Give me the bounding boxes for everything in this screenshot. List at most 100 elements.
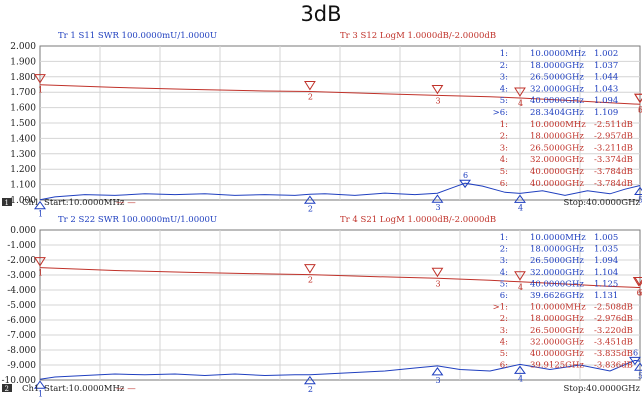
marker-readout-value: -3.836dB [594, 361, 633, 371]
marker-readout-label: 3: [500, 143, 508, 153]
y-tick-label: 1.100 [10, 181, 36, 191]
y-tick-label: 1.900 [10, 57, 36, 67]
marker-readout-value: 1.035 [594, 245, 618, 255]
marker-red [304, 81, 316, 91]
marker-readout-label: 4: [500, 84, 508, 94]
marker-blue [513, 365, 526, 374]
marker-readout-freq: 26.5000GHz [530, 326, 584, 336]
marker-readout-freq: 40.0000GHz [530, 349, 584, 359]
marker-blue [431, 367, 444, 376]
marker-red [514, 271, 526, 281]
marker-number: 6 [637, 289, 642, 298]
y-tick-label: -10.000 [1, 376, 36, 386]
marker-number: 2 [308, 276, 313, 285]
marker-readout-label: 1: [500, 233, 508, 243]
marker-blue [634, 186, 642, 196]
marker-blue [513, 194, 526, 203]
marker-blue [459, 179, 472, 189]
marker-readout-label: 2: [500, 245, 508, 255]
marker-readout-freq: 39.9125GHz [530, 361, 584, 371]
marker-number: 2 [308, 93, 313, 102]
marker-number: 3 [435, 376, 440, 385]
marker-readout-value: 1.094 [594, 96, 618, 106]
marker-readout-value: 1.005 [594, 233, 618, 243]
marker-readout-freq: 10.0000MHz [530, 303, 586, 313]
marker-number: 3 [435, 279, 440, 288]
marker-red [632, 277, 642, 287]
marker-number: 3 [435, 96, 440, 105]
marker-readout-value: -3.784dB [594, 167, 633, 177]
y-tick-label: 1.300 [10, 150, 36, 160]
y-tick-label: 1.500 [10, 119, 36, 129]
marker-number: 4 [518, 203, 523, 212]
marker-blue [634, 362, 642, 371]
marker-red [634, 93, 642, 104]
trace-header-left: Tr 2 S22 SWR 100.0000mU/1.0000U [58, 215, 217, 225]
y-tick-label: 1.400 [10, 134, 36, 144]
marker-readout-label: 4: [500, 337, 508, 347]
marker-number: 5 [638, 196, 642, 205]
marker-readout-value: 1.002 [594, 49, 618, 59]
marker-readout-value: -2.508dB [594, 303, 633, 313]
marker-red [34, 257, 46, 267]
marker-readout-freq: 10.0000MHz [530, 49, 586, 59]
y-tick-label: -9.000 [7, 361, 36, 371]
marker-number: 5 [638, 371, 642, 380]
marker-readout-value: 1.109 [594, 108, 618, 118]
marker-number: 5 [638, 105, 642, 114]
marker-red [304, 264, 316, 274]
sweep-indicator: — — [116, 384, 136, 394]
marker-red [431, 267, 444, 278]
y-tick-label: -4.000 [7, 286, 36, 296]
marker-number: 6 [463, 171, 468, 180]
marker-readout-freq: 18.0000GHz [530, 61, 584, 71]
stop-frequency: Stop:40.0000GHz [564, 198, 641, 208]
marker-number: 3 [435, 203, 440, 212]
y-tick-label: 0.000 [10, 226, 36, 236]
start-frequency: Start:10.0000MHz [44, 198, 125, 208]
y-tick-label: -8.000 [7, 346, 36, 356]
y-tick-label: 1.600 [10, 104, 36, 114]
marker-number: 1 [38, 269, 43, 278]
y-tick-label: -1.000 [7, 241, 36, 251]
marker-readout-value: -3.835dB [594, 349, 633, 359]
marker-readout-freq: 10.0000MHz [530, 120, 586, 130]
y-tick-label: -5.000 [7, 301, 36, 311]
marker-readout-freq: 18.0000GHz [530, 314, 584, 324]
y-tick-label: -2.000 [7, 256, 36, 266]
marker-readout-value: 1.044 [594, 73, 618, 83]
marker-readout-label: 5: [500, 279, 508, 289]
y-tick-label: 1.000 [10, 196, 36, 206]
marker-readout-value: 1.104 [594, 268, 618, 278]
channel-number-box [2, 198, 12, 206]
marker-readout-freq: 39.6626GHz [530, 291, 584, 301]
channel-number-box [2, 384, 12, 392]
marker-readout-value: -3.211dB [594, 143, 633, 153]
marker-number: 1 [38, 210, 43, 219]
y-tick-label: -3.000 [7, 271, 36, 281]
y-tick-label: -7.000 [7, 331, 36, 341]
channel-number: 2 [5, 385, 9, 393]
marker-readout-label: 2: [500, 61, 508, 71]
marker-number: 4 [518, 99, 523, 108]
marker-number: 2 [308, 204, 313, 213]
marker-readout-value: -2.976dB [594, 314, 633, 324]
marker-readout-freq: 32.0000GHz [530, 337, 584, 347]
marker-readout-value: 1.037 [594, 61, 618, 71]
marker-blue [303, 375, 316, 385]
marker-readout-label: >1: [493, 303, 508, 313]
marker-readout-label: 5: [500, 349, 508, 359]
marker-readout-label: 2: [500, 132, 508, 142]
marker-readout-value: 1.094 [594, 256, 618, 266]
marker-readout-freq: 32.0000GHz [530, 84, 584, 94]
marker-readout-freq: 26.5000GHz [530, 73, 584, 83]
series-line-swr [39, 182, 641, 201]
marker-readout-label: 6: [500, 291, 508, 301]
marker-readout-freq: 40.0000GHz [530, 96, 584, 106]
marker-number: 2 [308, 385, 313, 394]
marker-readout-label: 5: [500, 96, 508, 106]
marker-readout-label: 5: [500, 167, 508, 177]
marker-readout-label: 3: [500, 73, 508, 83]
y-tick-label: 1.700 [10, 88, 36, 98]
